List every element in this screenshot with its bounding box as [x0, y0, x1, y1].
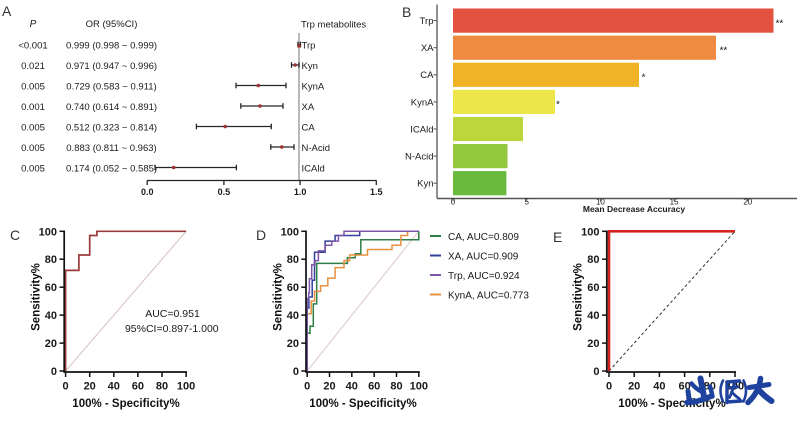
- svg-text:0: 0: [304, 381, 310, 393]
- svg-text:*: *: [642, 73, 646, 84]
- svg-text:80: 80: [390, 381, 402, 393]
- svg-text:1.5: 1.5: [370, 187, 383, 197]
- svg-text:0.005: 0.005: [21, 123, 45, 134]
- svg-text:0.021: 0.021: [21, 61, 45, 72]
- svg-text:**: **: [776, 19, 784, 30]
- svg-text:20: 20: [743, 198, 752, 207]
- svg-text:0.971 (0.947 ~ 0.996): 0.971 (0.947 ~ 0.996): [66, 61, 157, 72]
- svg-text:40: 40: [45, 310, 57, 322]
- svg-text:0: 0: [51, 366, 57, 378]
- svg-text:20: 20: [287, 338, 299, 350]
- svg-text:KynA: KynA: [302, 82, 325, 93]
- svg-text:N-Acid: N-Acid: [302, 143, 331, 154]
- svg-text:KynA: KynA: [411, 97, 434, 108]
- svg-text:ICAld: ICAld: [302, 164, 325, 175]
- svg-text:100: 100: [281, 226, 299, 238]
- svg-text:80: 80: [156, 381, 168, 393]
- svg-text:40: 40: [346, 381, 358, 393]
- svg-text:XA: XA: [302, 102, 315, 113]
- svg-text:0.999 (0.998 ~ 0.999): 0.999 (0.998 ~ 0.999): [66, 41, 157, 52]
- svg-text:0.005: 0.005: [21, 164, 45, 175]
- svg-text:60: 60: [287, 282, 299, 294]
- svg-text:20: 20: [628, 381, 640, 393]
- svg-text:ICAld: ICAld: [410, 124, 433, 135]
- svg-text:100: 100: [581, 226, 599, 238]
- svg-text:40: 40: [653, 381, 665, 393]
- svg-text:0: 0: [451, 198, 456, 207]
- svg-text:B: B: [402, 4, 411, 20]
- svg-text:0.005: 0.005: [21, 82, 45, 93]
- svg-text:100% - Specificity%: 100% - Specificity%: [309, 398, 416, 410]
- svg-text:0.740 (0.614 ~ 0.891): 0.740 (0.614 ~ 0.891): [66, 102, 157, 113]
- svg-text:XA, AUC=0.909: XA, AUC=0.909: [448, 252, 519, 263]
- svg-text:KynA, AUC=0.773: KynA, AUC=0.773: [448, 291, 529, 302]
- svg-text:40: 40: [587, 310, 599, 322]
- svg-text:Mean Decrease Accuracy: Mean Decrease Accuracy: [583, 204, 685, 214]
- svg-text:40: 40: [108, 381, 120, 393]
- svg-text:0: 0: [606, 381, 612, 393]
- svg-text:0: 0: [63, 381, 69, 393]
- svg-text:100: 100: [39, 226, 57, 238]
- svg-text:Trp, AUC=0.924: Trp, AUC=0.924: [448, 271, 520, 282]
- svg-text:CA, AUC=0.809: CA, AUC=0.809: [448, 232, 519, 243]
- svg-text:20: 20: [45, 338, 57, 350]
- svg-text:Sensitivity%: Sensitivity%: [573, 263, 585, 331]
- svg-text:0.729 (0.583 ~ 0.911): 0.729 (0.583 ~ 0.911): [66, 82, 156, 93]
- svg-text:60: 60: [368, 381, 380, 393]
- svg-text:20: 20: [587, 338, 599, 350]
- svg-text:100% - Specificity%: 100% - Specificity%: [72, 398, 179, 410]
- svg-text:Sensitivity%: Sensitivity%: [273, 263, 285, 331]
- svg-text:E: E: [553, 229, 562, 245]
- svg-text:0.5: 0.5: [218, 187, 231, 197]
- svg-text:XA: XA: [421, 43, 434, 54]
- svg-text:Trp metabolites: Trp metabolites: [301, 20, 366, 31]
- svg-text:60: 60: [587, 282, 599, 294]
- svg-text:**: **: [720, 46, 728, 57]
- svg-text:95%CI=0.897-1.000: 95%CI=0.897-1.000: [125, 323, 219, 335]
- svg-text:Trp: Trp: [302, 41, 316, 52]
- svg-text:0.512 (0.323 ~ 0.814): 0.512 (0.323 ~ 0.814): [66, 123, 157, 134]
- svg-text:100: 100: [177, 381, 195, 393]
- svg-text:100: 100: [410, 381, 428, 393]
- svg-text:5: 5: [524, 198, 529, 207]
- svg-text:D: D: [256, 227, 266, 243]
- svg-text:60: 60: [45, 282, 57, 294]
- svg-text:40: 40: [287, 310, 299, 322]
- svg-text:Sensitivity%: Sensitivity%: [31, 263, 43, 331]
- svg-text:80: 80: [287, 254, 299, 266]
- svg-text:C: C: [10, 227, 20, 243]
- svg-text:15: 15: [670, 198, 679, 207]
- svg-text:0.001: 0.001: [21, 102, 45, 113]
- svg-text:0.005: 0.005: [21, 143, 45, 154]
- svg-text:1.0: 1.0: [294, 187, 307, 197]
- svg-text:CA: CA: [302, 123, 316, 134]
- svg-text:N-Acid: N-Acid: [405, 152, 434, 163]
- svg-text:0: 0: [593, 366, 599, 378]
- svg-text:80: 80: [587, 254, 599, 266]
- svg-text:0: 0: [293, 366, 299, 378]
- svg-text:*: *: [556, 100, 560, 111]
- svg-text:20: 20: [323, 381, 335, 393]
- svg-text:AUC=0.951: AUC=0.951: [145, 308, 200, 320]
- svg-text:Kyn: Kyn: [302, 61, 318, 72]
- svg-text:0.174 (0.052 ~ 0.585): 0.174 (0.052 ~ 0.585): [66, 164, 157, 175]
- svg-text:CA: CA: [420, 70, 434, 81]
- svg-text:P: P: [30, 19, 37, 30]
- svg-text:0.0: 0.0: [141, 187, 154, 197]
- svg-text:A: A: [2, 3, 12, 19]
- svg-text:10: 10: [596, 198, 605, 207]
- svg-text:60: 60: [132, 381, 144, 393]
- svg-text:<0.001: <0.001: [18, 41, 47, 52]
- svg-text:80: 80: [45, 254, 57, 266]
- svg-text:0.883 (0.811 ~ 0.963): 0.883 (0.811 ~ 0.963): [66, 143, 156, 154]
- svg-text:OR (95%CI): OR (95%CI): [86, 19, 138, 30]
- svg-text:Kyn: Kyn: [417, 179, 433, 190]
- svg-text:Trp: Trp: [420, 16, 434, 27]
- svg-text:20: 20: [84, 381, 96, 393]
